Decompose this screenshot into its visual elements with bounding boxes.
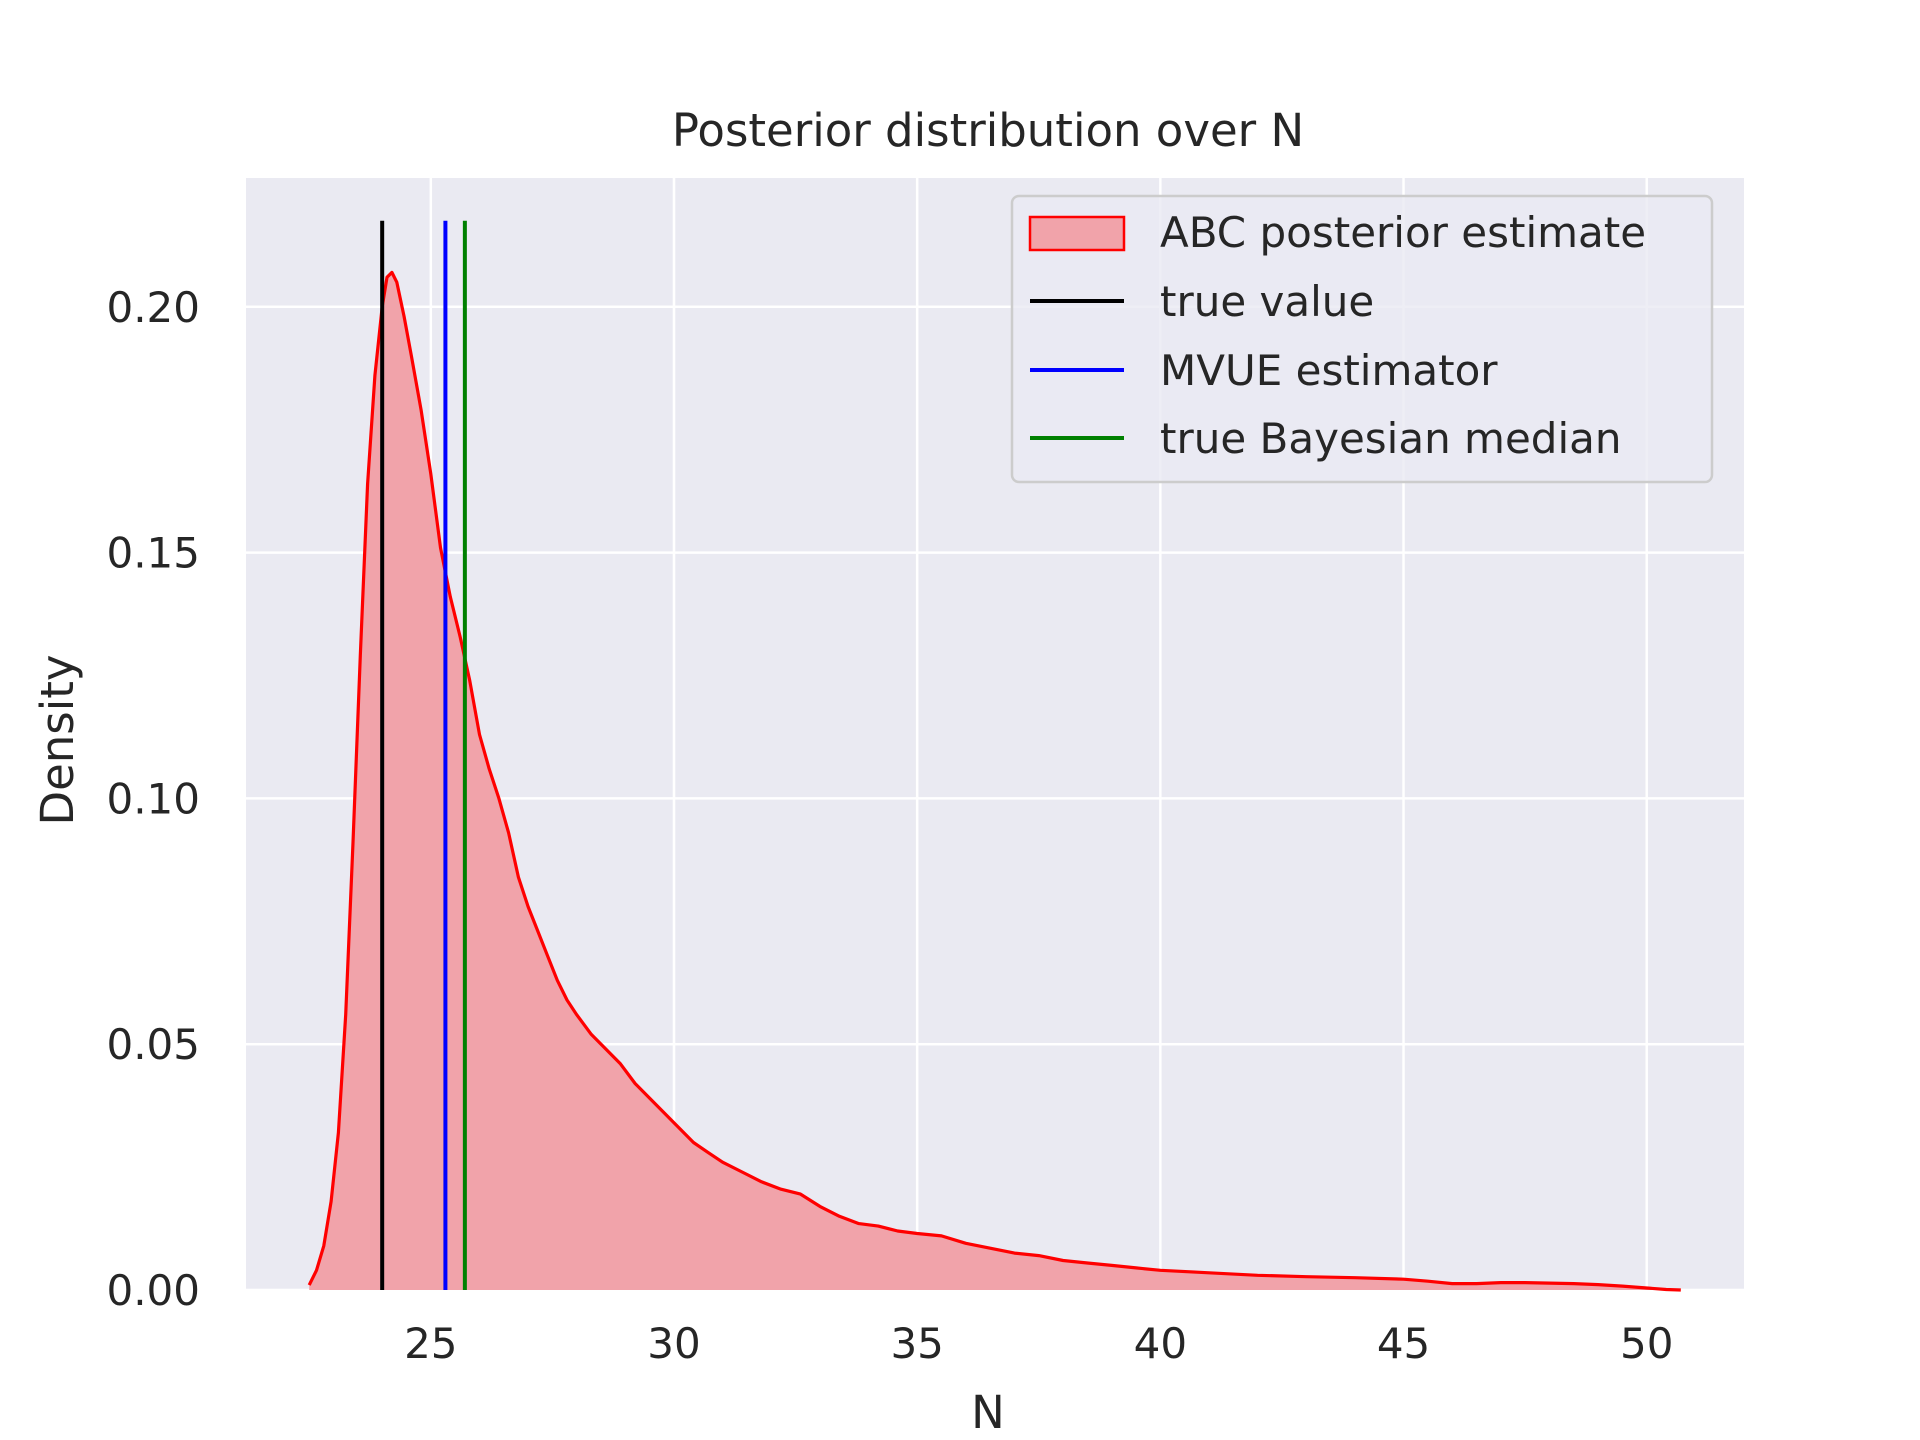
- legend-label-mvue-estimator: MVUE estimator: [1160, 346, 1498, 395]
- legend-label-true-bayesian-median: true Bayesian median: [1160, 414, 1622, 463]
- legend-frame: [1010, 194, 1714, 484]
- posterior-density-line: [307, 270, 1681, 1292]
- y-tick-label: 0.20: [106, 283, 200, 332]
- legend-label-abc-posterior: ABC posterior estimate: [1160, 208, 1646, 257]
- x-axis-label: N: [971, 1386, 1005, 1439]
- series-layer: [307, 220, 1681, 1292]
- x-tick-label: 50: [1620, 1319, 1673, 1368]
- y-tick-labels: 0.00 0.05 0.10 0.15 0.20: [106, 283, 200, 1315]
- y-tick-label: 0.10: [106, 774, 200, 823]
- legend-swatch-abc-posterior: [1028, 215, 1126, 252]
- x-tick-label: 45: [1377, 1319, 1430, 1368]
- x-tick-label: 35: [890, 1319, 943, 1368]
- y-axis-label: Density: [31, 654, 84, 825]
- y-tick-label: 0.05: [106, 1020, 200, 1069]
- legend: ABC posterior estimate true value MVUE e…: [1010, 194, 1714, 484]
- x-tick-labels: 25 30 35 40 45 50: [404, 1319, 1673, 1368]
- legend-label-true-value: true value: [1160, 277, 1374, 326]
- x-tick-label: 40: [1134, 1319, 1187, 1368]
- x-tick-label: 30: [647, 1319, 700, 1368]
- x-tick-label: 25: [404, 1319, 457, 1368]
- y-tick-label: 0.00: [106, 1266, 200, 1315]
- y-tick-label: 0.15: [106, 529, 200, 578]
- chart-title: Posterior distribution over N: [672, 104, 1304, 157]
